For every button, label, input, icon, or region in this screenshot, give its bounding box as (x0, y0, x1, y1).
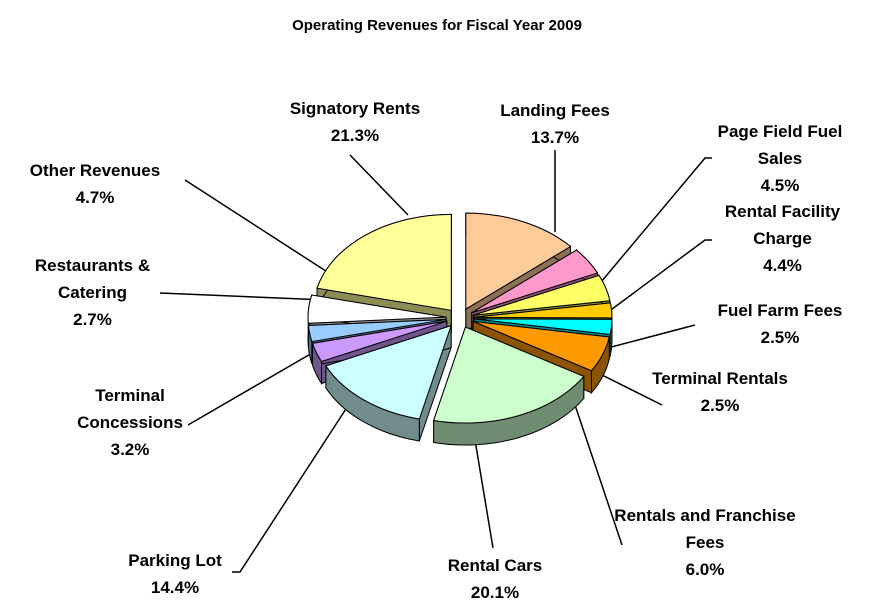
leader-line (599, 239, 712, 319)
slice-label: Terminal Rentals 2.5% (650, 365, 790, 419)
slice-label: Other Revenues 4.7% (5, 157, 185, 211)
value-label: 4.5% (760, 176, 800, 195)
leader-line (159, 292, 327, 301)
slice-label: Landing Fees 13.7% (480, 97, 630, 151)
slice-label: Fuel Farm Fees 2.5% (690, 297, 870, 351)
leader-line (187, 344, 327, 426)
category-name: Rental Facility Charge (724, 202, 841, 248)
category-name: Landing Fees (500, 101, 610, 120)
slice-top (307, 318, 447, 343)
category-name: Fuel Farm Fees (717, 301, 843, 320)
value-label: 13.7% (530, 128, 580, 147)
value-label: 2.5% (760, 328, 800, 347)
category-name: Other Revenues (29, 161, 161, 180)
value-label: 2.7% (73, 310, 112, 329)
value-label: 6.0% (685, 560, 725, 579)
value-label: 21.3% (330, 126, 380, 145)
value-label: 20.1% (470, 583, 520, 601)
category-name: Rental Cars (447, 556, 543, 575)
slice-top (473, 274, 611, 316)
slice-top (473, 302, 613, 319)
category-name: Page Field Fuel Sales (717, 122, 843, 168)
slice-top (311, 320, 447, 363)
slice-label: Signatory Rents 21.3% (255, 95, 455, 149)
slice-top (473, 318, 613, 335)
slice-label: Rental Cars 20.1% (410, 552, 580, 601)
leader-line (232, 394, 356, 573)
category-name: Restaurants & Catering (34, 256, 151, 302)
slice-label: Rental Facility Charge 4.4% (700, 198, 865, 279)
slice-top (472, 320, 610, 372)
category-name: Signatory Rents (289, 99, 421, 118)
value-label: 14.4% (150, 578, 200, 597)
slice-label: Restaurants & Catering 2.7% (10, 252, 175, 333)
slice-label: Parking Lot 14.4% (100, 547, 250, 601)
leader-line (474, 439, 494, 549)
slice-label: Rentals and Franchise Fees 6.0% (610, 502, 800, 583)
value-label: 4.4% (763, 256, 802, 275)
value-label: 4.7% (75, 188, 115, 207)
value-label: 2.5% (700, 396, 740, 415)
leader-line (595, 371, 663, 406)
leader-lines (159, 150, 712, 573)
leader-line (184, 179, 333, 276)
chart-title: Operating Revenues for Fiscal Year 2009 (292, 17, 582, 34)
slice-top (432, 326, 585, 424)
slice-top (325, 324, 452, 420)
slice-top (307, 294, 447, 324)
slice-top (465, 212, 572, 310)
pie-slice (325, 324, 452, 442)
leader-line (349, 154, 409, 216)
leader-line (595, 157, 712, 289)
pie-slice (432, 326, 585, 446)
category-name: Rentals and Franchise Fees (614, 506, 796, 552)
slice-top (316, 213, 452, 311)
category-name: Terminal Concessions (77, 386, 183, 432)
slice-label: Terminal Concessions 3.2% (60, 382, 200, 463)
leader-line (599, 324, 696, 351)
category-name: Parking Lot (128, 551, 222, 570)
category-name: Terminal Rentals (652, 369, 788, 388)
slice-top (471, 249, 599, 314)
leader-line (574, 404, 623, 546)
value-label: 3.2% (110, 440, 150, 459)
slice-label: Page Field Fuel Sales 4.5% (700, 118, 860, 199)
